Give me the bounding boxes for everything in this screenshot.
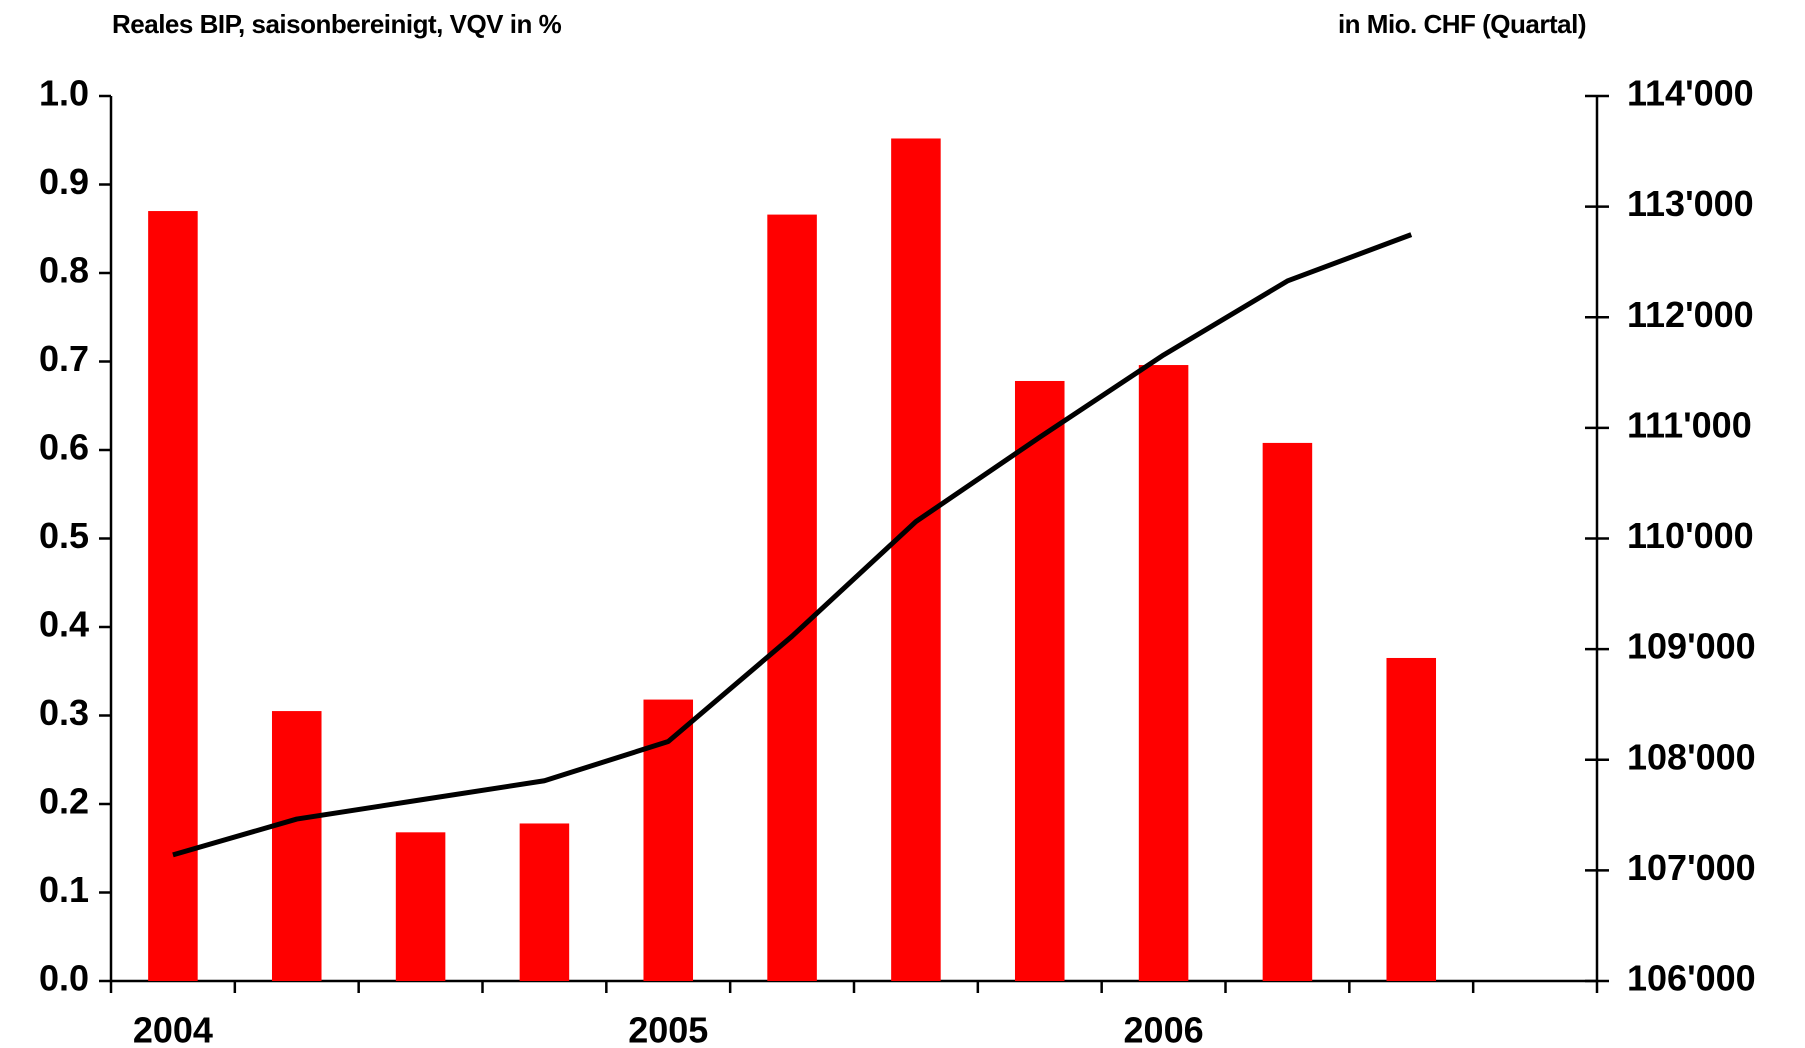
bar <box>1262 442 1313 981</box>
y-tick-label: 0.2 <box>39 781 89 822</box>
bar <box>271 711 322 981</box>
y-tick-label: 0.4 <box>39 604 89 645</box>
y-tick-label: 0.3 <box>39 692 89 733</box>
y-tick-label: 0.6 <box>39 427 89 468</box>
x-tick-label: 2004 <box>133 1010 213 1048</box>
y2-tick-label: 113'000 <box>1627 183 1754 224</box>
x-tick-label: 2006 <box>1124 1010 1204 1048</box>
y-tick-label: 0.8 <box>39 250 89 291</box>
y-tick-label: 0.1 <box>39 869 89 910</box>
bar <box>1386 657 1437 981</box>
bar <box>1138 365 1189 981</box>
y2-tick-label: 106'000 <box>1627 958 1756 999</box>
x-tick-label: 2005 <box>628 1010 708 1048</box>
y2-tick-label: 107'000 <box>1627 847 1756 888</box>
chart-title: Reales BIP, saisonbereinigt, VQV in % <box>112 9 562 39</box>
y-tick-label: 0.7 <box>39 338 89 379</box>
y2-tick-label: 110'000 <box>1627 515 1754 556</box>
line <box>172 232 1413 858</box>
y-tick-label: 0.0 <box>39 958 89 999</box>
y2-tick-label: 111'000 <box>1627 404 1752 445</box>
bar <box>395 832 446 981</box>
y2-axis-title: in Mio. CHF (Quartal) <box>1338 9 1586 39</box>
y2-tick-label: 109'000 <box>1627 626 1756 667</box>
y-tick-label: 0.5 <box>39 515 89 556</box>
bar <box>148 211 198 982</box>
bar <box>519 823 570 981</box>
y2-tick-label: 108'000 <box>1627 736 1756 777</box>
bar <box>1014 380 1065 982</box>
bar <box>767 214 817 982</box>
y-tick-label: 1.0 <box>39 73 89 114</box>
y2-tick-label: 112'000 <box>1627 294 1754 335</box>
bar <box>891 138 941 982</box>
y2-tick-label: 114'000 <box>1627 73 1754 114</box>
y-tick-label: 0.9 <box>39 161 89 202</box>
